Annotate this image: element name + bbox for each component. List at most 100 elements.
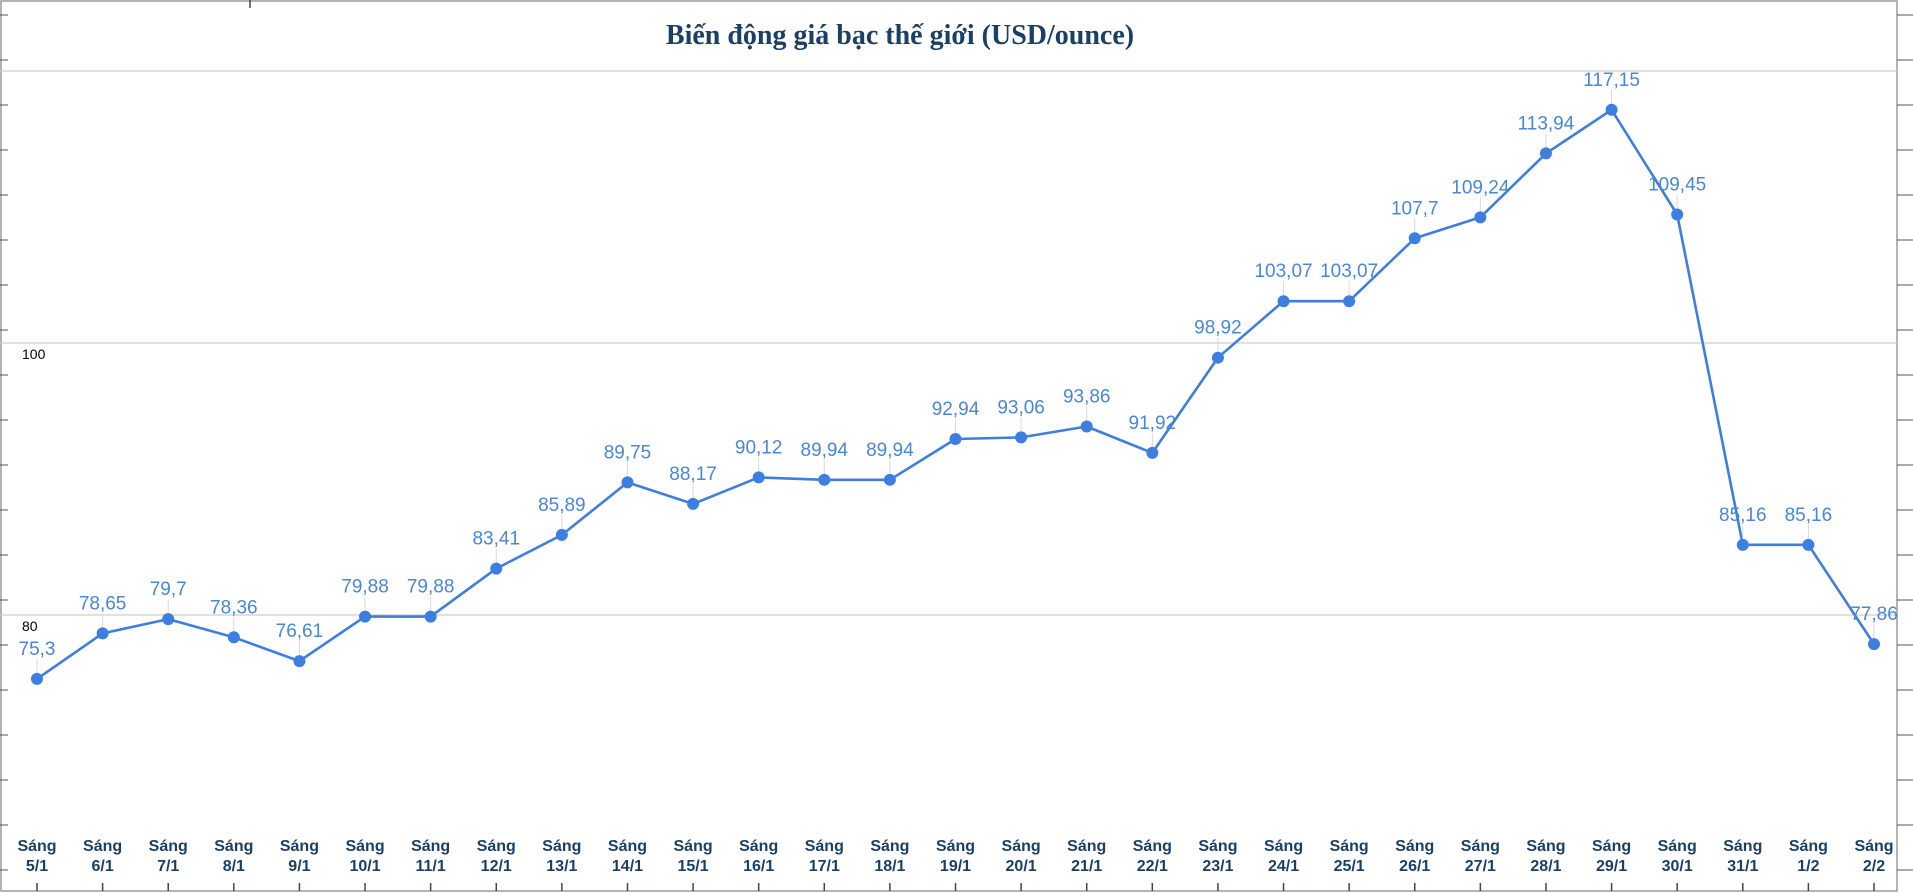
x-tick-label-line1: Sáng	[1198, 838, 1237, 855]
x-tick-label-line2: 11/1	[416, 858, 446, 875]
x-tick-label-line1: Sáng	[83, 838, 122, 855]
x-tick-label-line1: Sáng	[1461, 838, 1500, 855]
data-point	[752, 471, 765, 484]
x-tick-label-line1: Sáng	[1395, 838, 1434, 855]
data-label: 109,24	[1451, 177, 1510, 198]
x-tick-label-line1: Sáng	[1330, 838, 1369, 855]
x-tick-label-line1: Sáng	[1723, 838, 1762, 855]
data-label: 78,65	[79, 593, 127, 614]
x-tick-label-line1: Sáng	[936, 838, 975, 855]
data-point	[1015, 431, 1028, 444]
x-tick-label-line2: 6/1	[91, 858, 113, 875]
x-tick-label-line1: Sáng	[674, 838, 713, 855]
x-tick-label-line1: Sáng	[1592, 838, 1631, 855]
data-point	[1211, 351, 1224, 364]
x-tick-label-line2: 28/1	[1530, 858, 1561, 875]
data-point	[621, 476, 634, 489]
data-label: 103,07	[1254, 261, 1312, 282]
x-tick-label-line1: Sáng	[214, 838, 253, 855]
data-label: 90,12	[735, 437, 783, 458]
data-label: 85,16	[1719, 505, 1767, 526]
data-label: 76,61	[276, 621, 324, 642]
data-label: 117,15	[1583, 70, 1640, 91]
data-point	[1736, 538, 1749, 551]
x-tick-label-line1: Sáng	[1002, 838, 1041, 855]
x-tick-label-line2: 30/1	[1662, 858, 1693, 875]
x-tick-label-line2: 26/1	[1399, 858, 1430, 875]
data-point	[818, 473, 831, 486]
x-tick-label-line2: 21/1	[1071, 858, 1102, 875]
y-tick-label: 100	[22, 346, 46, 362]
x-tick-label-line2: 9/1	[288, 858, 310, 875]
x-tick-label-line2: 1/2	[1797, 858, 1819, 875]
x-tick-label-line2: 2/2	[1863, 858, 1885, 875]
data-point	[687, 497, 700, 510]
data-point	[1671, 208, 1684, 221]
data-point	[424, 610, 437, 623]
data-point	[949, 433, 962, 446]
data-label: 93,86	[1063, 387, 1111, 408]
x-tick-label-line1: Sáng	[345, 838, 384, 855]
data-label: 109,45	[1648, 174, 1706, 195]
x-tick-label-line1: Sáng	[739, 838, 778, 855]
x-tick-label-line2: 23/1	[1202, 858, 1233, 875]
data-label: 93,06	[997, 397, 1045, 418]
x-tick-label-line1: Sáng	[149, 838, 188, 855]
data-point	[359, 610, 372, 623]
data-label: 89,94	[801, 440, 849, 461]
x-tick-label-line1: Sáng	[1133, 838, 1172, 855]
data-label: 77,86	[1850, 604, 1898, 625]
x-tick-label-line1: Sáng	[1264, 838, 1303, 855]
data-point	[162, 613, 175, 626]
x-tick-label-line2: 17/1	[809, 858, 840, 875]
x-tick-label-line2: 20/1	[1006, 858, 1037, 875]
data-label: 79,7	[150, 579, 187, 600]
data-point	[227, 631, 240, 644]
data-point	[1080, 420, 1093, 433]
data-label: 79,88	[341, 577, 389, 598]
x-tick-label-line1: Sáng	[805, 838, 844, 855]
x-tick-label-line1: Sáng	[608, 838, 647, 855]
x-tick-label-line2: 13/1	[546, 858, 577, 875]
data-label: 89,75	[604, 442, 652, 463]
x-tick-label-line2: 25/1	[1334, 858, 1365, 875]
x-tick-label-line2: 14/1	[612, 858, 643, 875]
x-tick-label-line1: Sáng	[1067, 838, 1106, 855]
data-label: 83,41	[472, 529, 520, 550]
x-tick-label-line1: Sáng	[542, 838, 581, 855]
x-tick-label-line2: 5/1	[26, 858, 48, 875]
data-point	[1802, 538, 1815, 551]
data-label: 85,89	[538, 495, 586, 516]
data-point	[293, 655, 306, 668]
x-tick-label-line2: 15/1	[678, 858, 709, 875]
data-label: 75,3	[19, 639, 56, 660]
x-tick-label-line2: 8/1	[223, 858, 245, 875]
data-point	[1474, 211, 1487, 224]
x-tick-label-line2: 29/1	[1596, 858, 1627, 875]
data-point	[1277, 295, 1290, 308]
x-tick-label-line2: 7/1	[157, 858, 179, 875]
x-tick-label-line1: Sáng	[870, 838, 909, 855]
data-label: 113,94	[1518, 113, 1575, 134]
series-line	[36, 108, 1876, 680]
data-label: 107,7	[1391, 198, 1439, 219]
x-tick-label-line2: 27/1	[1465, 858, 1496, 875]
x-tick-label-line2: 18/1	[874, 858, 905, 875]
x-tick-label-line1: Sáng	[1789, 838, 1828, 855]
x-tick-label-line1: Sáng	[477, 838, 516, 855]
data-point	[96, 627, 109, 640]
data-point	[1343, 295, 1356, 308]
data-label: 92,94	[932, 399, 980, 420]
x-tick-label-line2: 12/1	[481, 858, 512, 875]
data-point	[490, 562, 503, 575]
data-point	[1605, 103, 1618, 116]
data-point	[1408, 232, 1421, 245]
data-label: 98,92	[1194, 318, 1242, 339]
x-tick-label-line2: 22/1	[1137, 858, 1168, 875]
chart-title: Biến động giá bạc thế giới (USD/ounce)	[665, 20, 1135, 51]
data-label: 78,36	[210, 597, 258, 618]
x-tick-label-line1: Sáng	[411, 838, 450, 855]
